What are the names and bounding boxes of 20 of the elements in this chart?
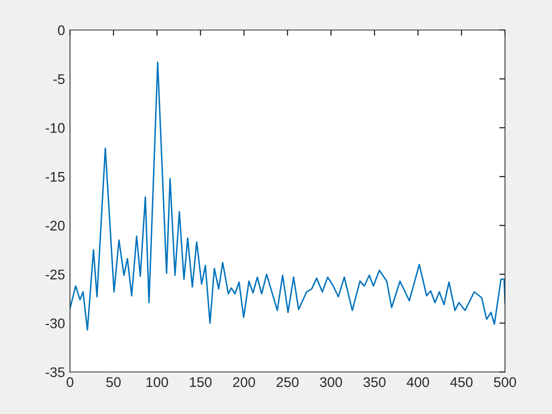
x-tick-label: 250	[276, 377, 299, 388]
x-tick-label: 450	[450, 377, 473, 388]
y-tick-label: -25	[46, 270, 65, 280]
x-tick-label: 150	[190, 377, 212, 388]
y-tick-label: -30	[46, 318, 65, 328]
y-tick-label: -35	[46, 367, 65, 378]
x-tick-label: 500	[494, 377, 516, 388]
x-tick-label: 0	[66, 377, 74, 388]
line-series	[70, 62, 505, 331]
x-tick-label: 300	[320, 377, 342, 388]
x-tick-label: 200	[233, 377, 256, 388]
y-tick-label: -5	[53, 74, 65, 84]
y-tick-label: -20	[46, 220, 65, 231]
y-tick-label: -10	[46, 123, 65, 133]
x-tick-label: 350	[363, 377, 386, 388]
y-tick-label: -15	[46, 172, 65, 182]
x-tick-label: 100	[146, 377, 168, 388]
x-tick-label: 400	[406, 377, 430, 388]
y-tick-label: 0	[58, 25, 65, 36]
x-tick-label: 50	[106, 377, 121, 388]
